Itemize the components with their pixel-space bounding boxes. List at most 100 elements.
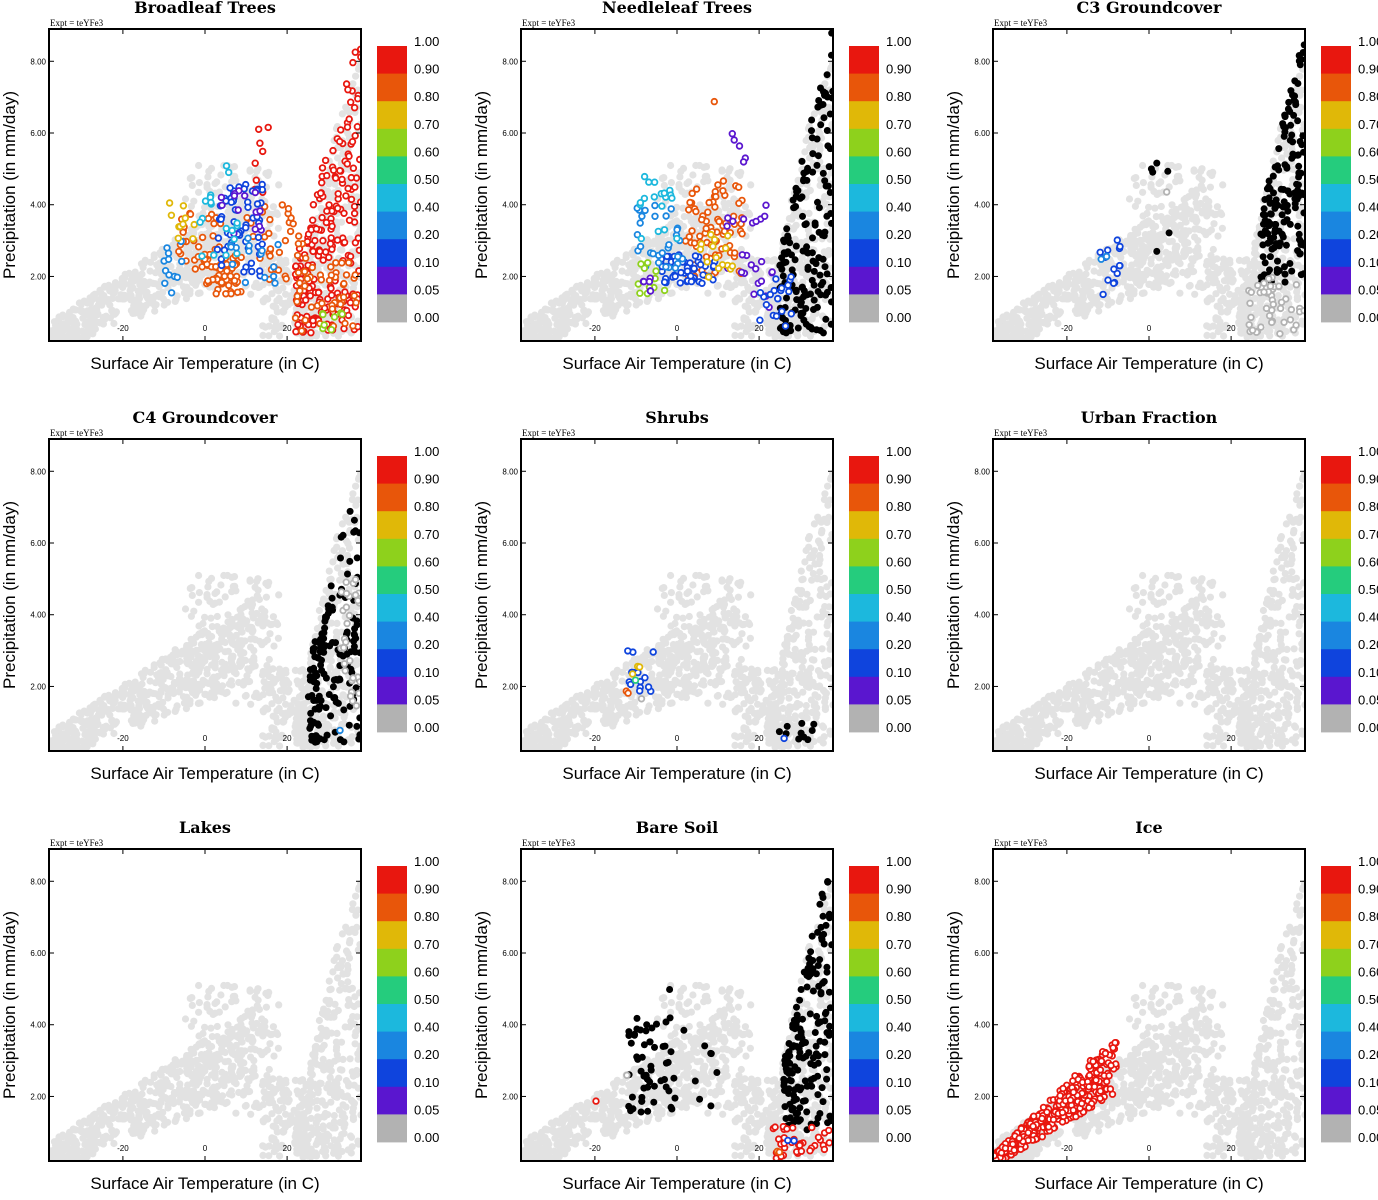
colorbar-label: 0.90 xyxy=(886,62,911,77)
data-point xyxy=(750,290,758,298)
background-point xyxy=(714,281,722,290)
data-point xyxy=(784,232,792,240)
background-point xyxy=(597,269,605,277)
colorbar-label: 0.70 xyxy=(1358,117,1378,132)
data-point xyxy=(674,252,682,261)
data-point xyxy=(781,322,790,330)
background-point xyxy=(612,277,620,286)
background-point xyxy=(1168,201,1176,209)
background-point xyxy=(763,256,772,264)
data-point xyxy=(810,267,818,275)
data-point xyxy=(646,287,655,295)
data-point xyxy=(828,219,833,227)
data-point xyxy=(1300,41,1305,49)
data-point xyxy=(333,236,342,244)
background-point xyxy=(1139,179,1147,187)
data-point xyxy=(217,278,226,287)
data-point xyxy=(719,177,728,185)
data-point xyxy=(194,243,203,251)
data-point xyxy=(660,278,669,286)
data-point xyxy=(783,225,791,233)
background-point xyxy=(1274,136,1282,145)
background-point xyxy=(826,235,833,243)
data-point xyxy=(270,263,278,271)
background-point xyxy=(667,161,675,170)
data-point xyxy=(724,214,732,222)
background-point xyxy=(338,110,346,118)
data-point xyxy=(820,114,828,122)
data-point xyxy=(222,251,230,259)
background-point xyxy=(1203,331,1211,339)
data-point xyxy=(800,177,807,185)
data-point xyxy=(729,217,737,225)
background-point xyxy=(1034,321,1042,330)
background-point xyxy=(1203,281,1211,289)
background-point xyxy=(167,262,175,271)
data-point xyxy=(702,224,710,233)
data-point xyxy=(719,187,727,195)
background-point xyxy=(1171,254,1179,262)
data-point xyxy=(757,277,766,285)
colorbar-label: 1.00 xyxy=(1358,34,1378,49)
data-point xyxy=(1266,210,1274,218)
background-point xyxy=(1250,268,1258,276)
background-point xyxy=(541,306,549,314)
data-point xyxy=(1281,128,1289,136)
data-point xyxy=(711,235,719,244)
data-point xyxy=(1295,169,1303,177)
background-point xyxy=(1175,172,1183,180)
background-point xyxy=(1127,248,1135,256)
data-point xyxy=(654,259,663,267)
background-point xyxy=(654,236,662,244)
background-point xyxy=(726,176,734,184)
data-point xyxy=(827,320,833,328)
background-point xyxy=(138,680,146,688)
data-point xyxy=(1294,80,1302,87)
data-point xyxy=(256,207,264,215)
data-point xyxy=(673,226,681,234)
data-point xyxy=(1294,151,1302,159)
data-point xyxy=(798,157,806,165)
background-point xyxy=(601,284,609,292)
background-point xyxy=(547,299,556,307)
data-point xyxy=(258,246,266,255)
data-point xyxy=(645,277,654,286)
background-point xyxy=(1145,203,1153,211)
data-point xyxy=(352,299,360,307)
background-point xyxy=(164,298,172,306)
data-point xyxy=(217,261,226,270)
data-point xyxy=(227,198,236,206)
x-axis-label: Surface Air Temperature (in C) xyxy=(90,354,319,373)
colorbar-swatch xyxy=(849,73,879,102)
background-point xyxy=(618,258,627,266)
background-point xyxy=(1215,323,1223,331)
data-point xyxy=(1278,211,1286,219)
background-point xyxy=(1194,243,1202,252)
background-point xyxy=(1132,181,1140,189)
background-point xyxy=(1198,165,1206,173)
data-point xyxy=(293,298,301,306)
background-point xyxy=(1062,278,1070,286)
background-point xyxy=(334,332,342,340)
experiment-label: Expt = teYFe3 xyxy=(522,18,576,28)
data-point xyxy=(660,226,669,234)
colorbar-label: 0.40 xyxy=(1358,200,1378,215)
data-point xyxy=(1265,312,1274,320)
data-point xyxy=(217,193,226,202)
colorbar-label: 0.40 xyxy=(886,200,911,215)
data-point xyxy=(1290,96,1298,104)
background-point xyxy=(1022,327,1030,335)
background-point xyxy=(352,72,360,80)
background-point xyxy=(1220,332,1228,340)
colorbar-label: 0.05 xyxy=(1358,282,1378,297)
background-point xyxy=(1139,188,1147,196)
data-point xyxy=(826,189,833,196)
background-point xyxy=(1230,296,1238,304)
data-point xyxy=(165,271,173,279)
data-point xyxy=(804,263,812,271)
background-point xyxy=(1278,154,1286,162)
data-point xyxy=(823,71,831,79)
background-point xyxy=(1111,250,1119,258)
background-point xyxy=(1125,195,1134,203)
